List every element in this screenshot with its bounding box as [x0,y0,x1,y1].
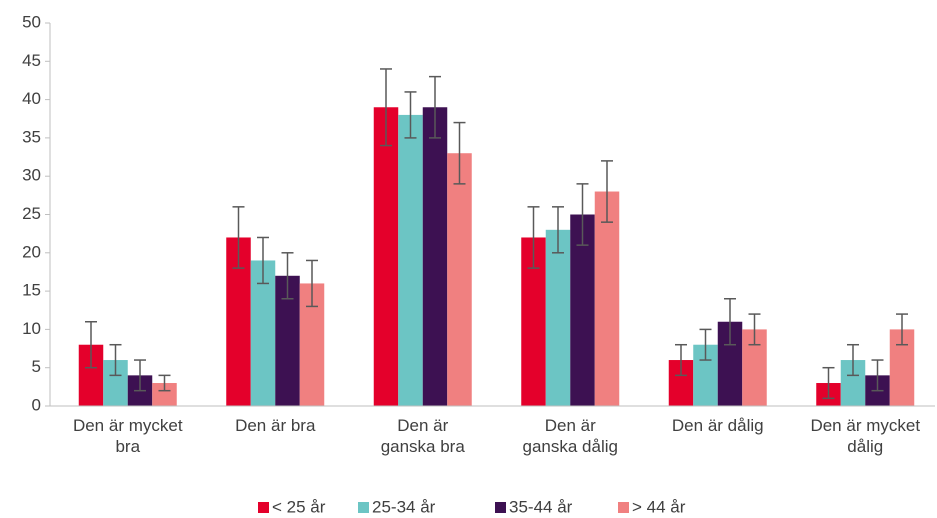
y-tick-label: 5 [32,357,41,376]
legend-label: 25-34 år [372,497,436,516]
legend-label: 35-44 år [509,497,573,516]
bar [545,229,571,406]
x-tick-label: Den är mycket dålig [810,416,921,456]
y-tick-label: 20 [22,242,41,261]
y-tick-label: 40 [22,89,41,108]
legend-swatch [258,502,269,513]
x-tick-label: Den är bra [235,416,316,435]
x-tick-label: Den är mycket bra [72,416,183,456]
y-tick-label: 30 [22,166,41,185]
bar [422,107,448,406]
legend-swatch [358,502,369,513]
y-tick-label: 0 [32,395,41,414]
bar [570,214,595,406]
legend-swatch [495,502,506,513]
bar [594,191,620,406]
legend-label: < 25 år [272,497,326,516]
x-tick-label: Den är ganska bra [380,416,465,456]
y-tick-label: 15 [22,281,41,300]
bar [373,107,399,406]
y-tick-label: 50 [22,12,41,31]
y-tick-label: 35 [22,127,41,146]
y-tick-label: 45 [22,51,41,70]
x-tick-label: Den är ganska dålig [522,416,618,456]
bar [398,114,423,407]
y-tick-label: 10 [22,319,41,338]
y-tick-label: 25 [22,204,41,223]
bar [152,383,177,406]
legend-swatch [618,502,629,513]
legend-label: > 44 år [632,497,686,516]
bar [447,153,472,406]
x-tick-label: Den är dålig [671,416,764,435]
bar [250,260,276,406]
